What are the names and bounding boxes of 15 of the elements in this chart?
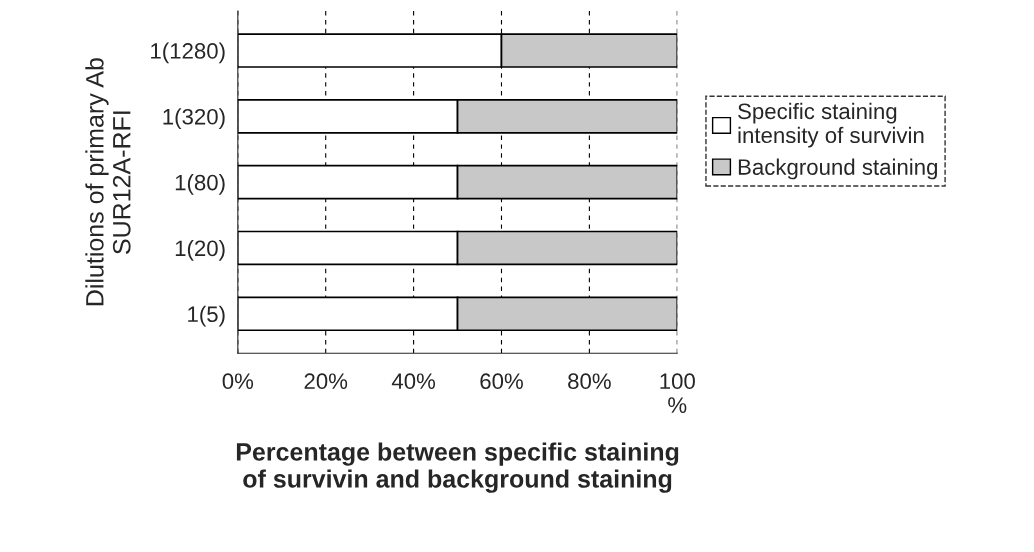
x-tick-label: 80% [568, 373, 611, 390]
x-axis-title: Percentage between specific staining of survivin and background staining [236, 442, 679, 493]
x-tick-label: 100 % [660, 373, 695, 413]
y-tick-label: 1(1280) [151, 42, 225, 64]
y-tick-label: 1(80) [175, 174, 225, 195]
y-tick-label: 1(320) [163, 108, 225, 129]
legend-label: Specific staining intensity of survivin [738, 102, 924, 148]
y-tick-label: 1(5) [188, 305, 225, 327]
y-tick-label: 1(20) [175, 239, 225, 261]
x-tick-label: 40% [391, 373, 436, 390]
x-tick-label: 20% [304, 373, 348, 390]
x-tick-label: 60% [480, 373, 523, 390]
x-tick-label: 0% [222, 373, 254, 390]
y-axis-title: Dilutions of primary Ab SUR12A-RFI [85, 58, 131, 306]
legend-label: Background staining [738, 158, 938, 180]
